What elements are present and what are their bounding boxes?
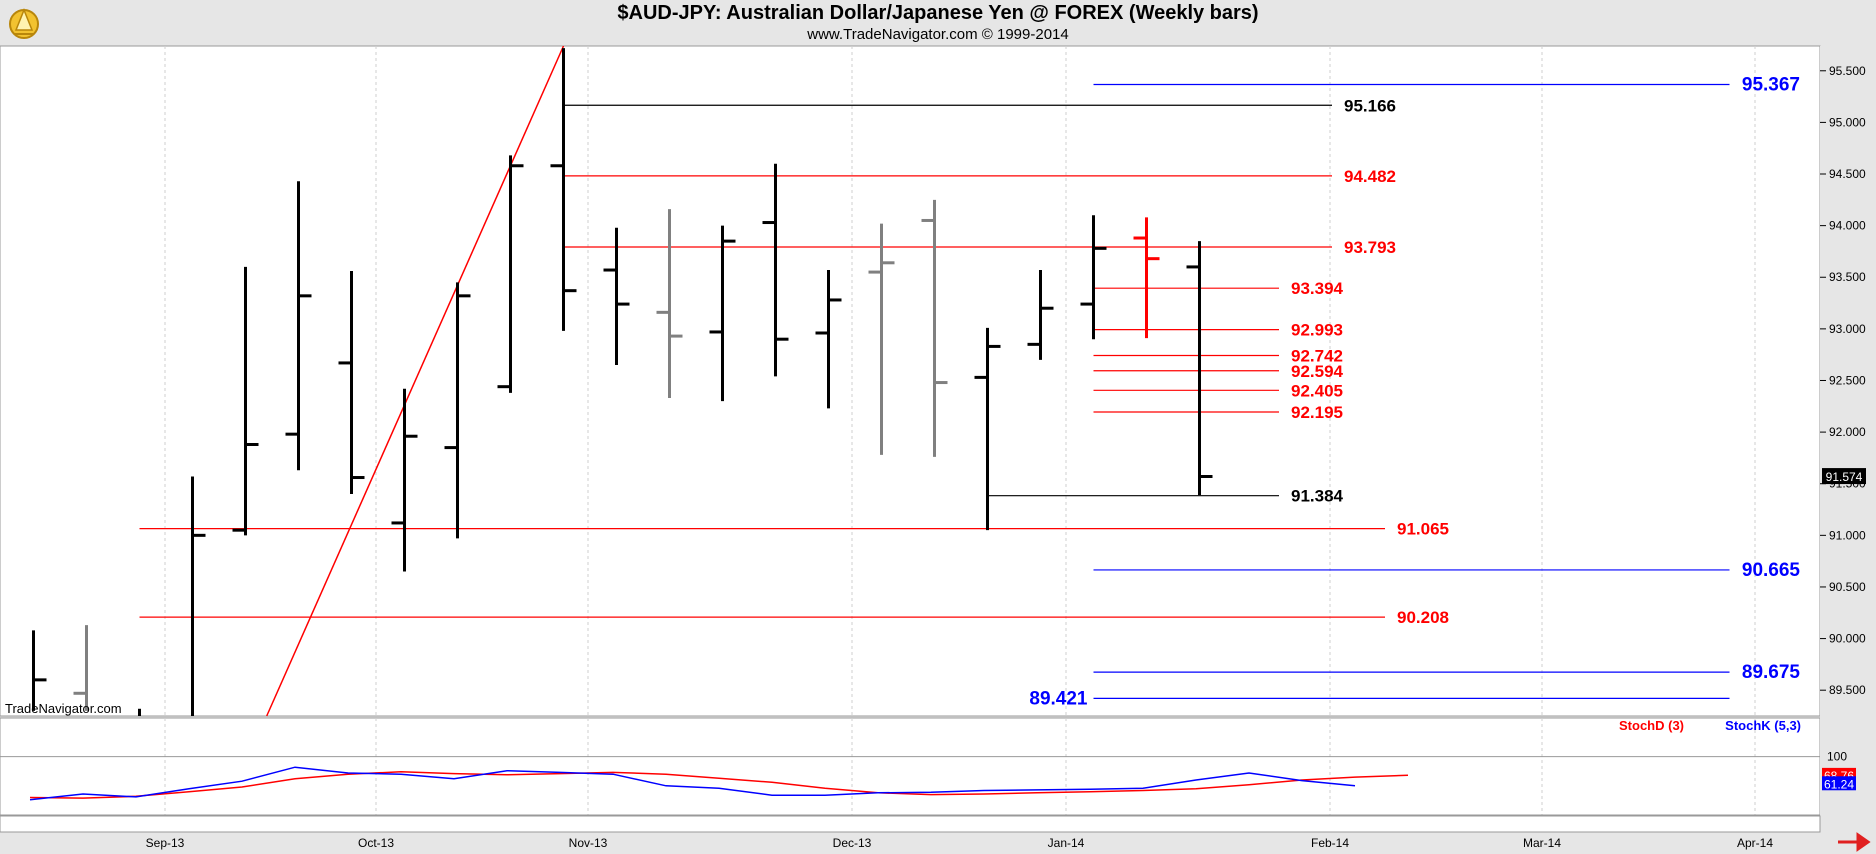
ohlc-bar (285, 181, 312, 471)
date-tick-label: Feb-14 (1311, 836, 1349, 850)
price-tick-label: 92.000 (1829, 425, 1866, 439)
ohlc-bar (1186, 241, 1213, 496)
stochk-legend: StochK (5,3) (1725, 718, 1801, 733)
price-tick-label: 91.000 (1829, 528, 1866, 542)
ohlc-bar (550, 48, 577, 331)
date-tick-label: Sep-13 (146, 836, 185, 850)
price-tick-label: 90.500 (1829, 580, 1866, 594)
stochk-value-box (1822, 776, 1856, 791)
chart-title: $AUD-JPY: Australian Dollar/Japanese Yen… (617, 2, 1259, 24)
date-tick-label: Apr-14 (1737, 836, 1773, 850)
scroll-right-arrow-icon[interactable] (1836, 832, 1872, 852)
chart-subtitle: www.TradeNavigator.com © 1999-2014 (807, 26, 1069, 43)
ohlc-bar (656, 209, 683, 399)
last-price-label: 91.574 (1826, 470, 1863, 484)
price-panel (0, 45, 1821, 717)
price-level-label: 92.405 (1291, 381, 1343, 400)
price-level-label: 91.065 (1397, 520, 1449, 539)
ohlc-bar (191, 476, 206, 716)
price-level-label: 92.195 (1291, 403, 1343, 422)
ohlc-bar (444, 282, 471, 539)
stochd-line (29, 771, 1409, 799)
price-level-label: 89.421 (1029, 688, 1088, 709)
price-level-label: 91.384 (1291, 487, 1344, 506)
date-tick-label: Mar-14 (1523, 836, 1561, 850)
price-tick-label: 90.000 (1829, 632, 1866, 646)
ohlc-bar (497, 155, 524, 393)
price-tick-label: 94.000 (1829, 219, 1866, 233)
stochk-line (29, 766, 1356, 801)
date-tick-label: Oct-13 (358, 836, 394, 850)
price-tick-label: 89.500 (1829, 683, 1866, 697)
tradenavigator-logo-icon (9, 7, 39, 39)
price-tick-label: 92.500 (1829, 373, 1866, 387)
ohlc-bar (232, 266, 259, 536)
ohlc-bar (974, 327, 1001, 531)
price-level-label: 92.993 (1291, 321, 1343, 340)
price-tick-label: 95.500 (1829, 64, 1866, 78)
price-level-label: 95.367 (1742, 75, 1800, 96)
stochastic-panel (0, 717, 1821, 817)
price-level-label: 90.208 (1397, 608, 1449, 627)
ohlc-bar (815, 270, 842, 409)
ohlc-bar (1133, 217, 1160, 339)
date-tick-label: Nov-13 (569, 836, 608, 850)
ohlc-bar (921, 199, 948, 457)
price-level-label: 90.665 (1742, 560, 1801, 581)
header: $AUD-JPY: Australian Dollar/Japanese Yen… (0, 0, 1876, 46)
price-level-label: 92.742 (1291, 347, 1343, 366)
ohlc-bar (1027, 270, 1054, 360)
ohlc-bar (762, 163, 789, 377)
date-tick-label: Jan-14 (1048, 836, 1085, 850)
price-level-label: 93.793 (1344, 238, 1396, 257)
price-axis-panel (1820, 46, 1876, 832)
ohlc-bar (868, 223, 895, 455)
ohlc-bar (603, 227, 630, 365)
trend-line (266, 45, 565, 717)
stoch-tick-label: 100 (1827, 750, 1847, 764)
price-level-label: 93.394 (1291, 279, 1344, 298)
price-tick-label: 94.500 (1829, 167, 1866, 181)
price-tick-label: 95.000 (1829, 115, 1866, 129)
ohlc-bar (338, 271, 365, 495)
price-level-label: 89.675 (1742, 662, 1801, 683)
date-strip (0, 815, 1821, 833)
watermark-text: TradeNavigator.com (5, 701, 122, 716)
ohlc-bar (73, 625, 88, 711)
price-level-label: 92.594 (1291, 362, 1344, 381)
ohlc-bar (391, 388, 418, 572)
price-level-label: 94.482 (1344, 167, 1396, 186)
price-tick-label: 93.000 (1829, 322, 1866, 336)
ohlc-bar (1080, 215, 1107, 340)
price-tick-label: 93.500 (1829, 270, 1866, 284)
stochk-value-label: 61.24 (1824, 777, 1854, 791)
price-level-label: 95.166 (1344, 96, 1396, 115)
stochd-legend: StochD (3) (1619, 718, 1684, 733)
ohlc-bar (709, 225, 736, 402)
last-price-box (1822, 468, 1866, 485)
ohlc-bar (32, 630, 47, 711)
date-tick-label: Dec-13 (833, 836, 872, 850)
